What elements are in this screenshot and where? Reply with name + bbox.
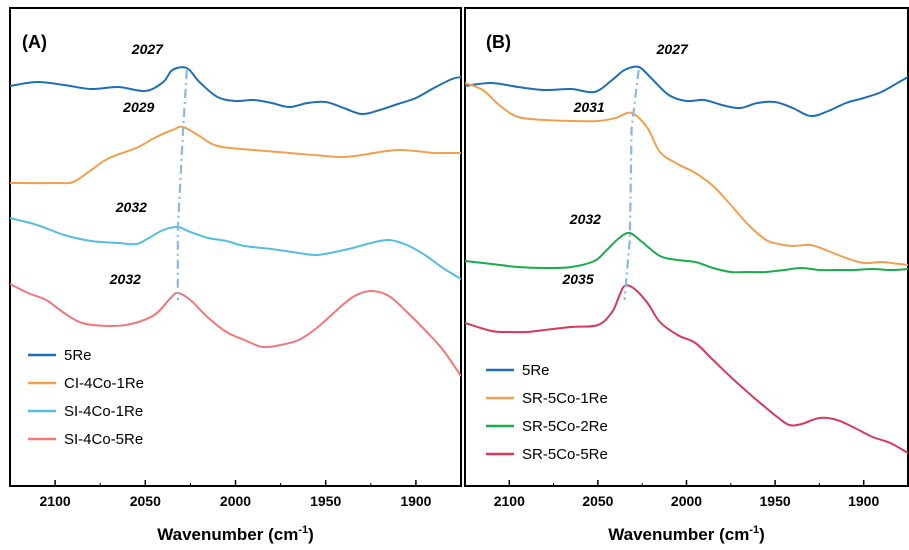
series-line-sr-5co-5re [465, 284, 908, 454]
peak-guide-line [623, 69, 640, 301]
series-line-5re [10, 66, 461, 116]
panel-b: 2100 2050 2000 1950 1900 (B) Wavenumber (cm-1)… [464, 7, 909, 544]
legend-label: SI-4Co-5Re [64, 431, 143, 448]
x-axis-label: Wavenumber (cm-1) [157, 524, 314, 544]
peak-label: 2027 [656, 41, 689, 57]
series-line-si-4co-5re [10, 283, 461, 377]
x-tick-label: 1900 [400, 493, 431, 509]
peak-label: 2029 [122, 99, 154, 115]
plot-frame [464, 7, 909, 487]
legend-label: 5Re [64, 347, 92, 364]
legend-label: 5Re [522, 362, 550, 379]
x-tick-label: 1950 [310, 493, 341, 509]
series-group [465, 65, 908, 454]
series-line-ci-4co-1re [10, 125, 461, 185]
x-tick-label: 1950 [760, 493, 791, 509]
peak-label: 2035 [561, 271, 593, 287]
series-group [10, 66, 461, 377]
series-line-sr-5co-2re [465, 231, 908, 274]
panel-a: 2100 2050 2000 1950 1900 (A) Wavenumber (cm-1)… [9, 7, 462, 544]
x-tick-label: 2100 [40, 493, 71, 509]
x-tick-label: 2000 [220, 493, 251, 509]
x-axis-label: Wavenumber (cm-1) [608, 524, 765, 544]
series-line-5re [465, 65, 908, 118]
peak-label: 2032 [569, 211, 601, 227]
x-tick-label: 2050 [582, 493, 613, 509]
x-tick-label: 2000 [671, 493, 702, 509]
panel-label: (B) [486, 32, 511, 52]
x-tick-label: 2050 [130, 493, 161, 509]
peak-label: 2027 [131, 41, 164, 57]
legend-label: SR-5Co-2Re [522, 418, 608, 435]
legend-label: CI-4Co-1Re [64, 375, 144, 392]
peak-label: 2032 [109, 271, 141, 287]
series-line-sr-5co-1re [465, 82, 908, 266]
panel-label: (A) [22, 32, 47, 52]
x-tick-label: 2100 [494, 493, 525, 509]
peak-label: 2031 [573, 99, 605, 115]
legend-label: SR-5Co-1Re [522, 390, 608, 407]
series-line-si-4co-1re [10, 217, 461, 280]
x-tick-label: 1900 [848, 493, 879, 509]
legend-label: SI-4Co-1Re [64, 403, 143, 420]
peak-guide-line [176, 69, 188, 300]
peak-label: 2032 [115, 199, 147, 215]
legend-label: SR-5Co-5Re [522, 446, 608, 463]
